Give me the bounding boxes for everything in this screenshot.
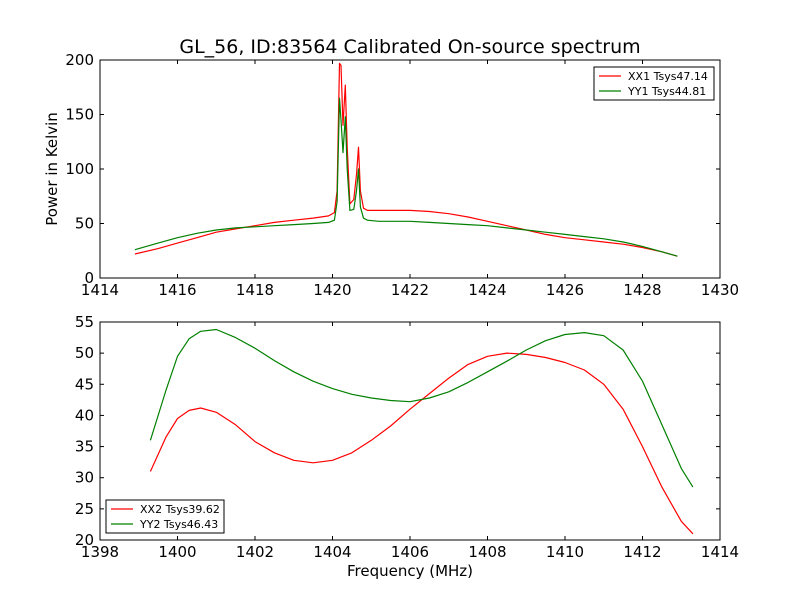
- legend-label: XX2 Tsys39.62: [140, 503, 220, 516]
- top-y-axis-label: Power in Kelvin: [43, 112, 61, 226]
- x-tick-label: 1428: [623, 281, 661, 299]
- y-tick-label: 150: [65, 106, 94, 124]
- x-tick-label: 1424: [468, 281, 506, 299]
- x-tick-label: 1410: [546, 543, 584, 561]
- x-tick-label: 1408: [468, 543, 506, 561]
- x-tick-label: 1422: [391, 281, 429, 299]
- x-tick-label: 1406: [391, 543, 429, 561]
- legend-box: [593, 66, 715, 101]
- x-tick-label: 1418: [236, 281, 274, 299]
- chart-title: GL_56, ID:83564 Calibrated On-source spe…: [179, 36, 640, 58]
- top-plot-panel: 1414 1416 1418 1420 1422 1424 1426 1428 1430 0 50 1…: [65, 51, 739, 299]
- legend: XX1 Tsys47.14 YY1 Tsys44.81: [593, 66, 715, 101]
- y-tick-label: 35: [75, 438, 94, 456]
- y-tick-label: 0: [84, 269, 94, 287]
- x-tick-label: 1414: [701, 543, 739, 561]
- x-tick-label: 1416: [158, 281, 196, 299]
- x-tick-label: 1414: [81, 281, 119, 299]
- y-tick-label: 50: [75, 344, 94, 362]
- series-line: [149, 352, 694, 535]
- x-tick-label: 1398: [81, 543, 119, 561]
- y-tick-label: 20: [75, 531, 94, 549]
- y-tick-label: 45: [75, 375, 94, 393]
- x-tick-label: 1412: [623, 543, 661, 561]
- bottom-x-axis-label: Frequency (MHz): [347, 562, 473, 580]
- x-tick-label: 1426: [546, 281, 584, 299]
- y-tick-label: 25: [75, 500, 94, 518]
- x-tick-label: 1420: [313, 281, 351, 299]
- series-line: [134, 97, 678, 257]
- series-line: [134, 62, 678, 257]
- y-tick-label: 200: [65, 51, 94, 69]
- y-tick-label: 100: [65, 160, 94, 178]
- x-tick-label: 1400: [158, 543, 196, 561]
- legend-box: [105, 499, 225, 534]
- y-tick-label: 30: [75, 469, 94, 487]
- x-tick-label: 1404: [313, 543, 351, 561]
- legend-label: YY1 Tsys44.81: [627, 85, 706, 98]
- legend-label: YY2 Tsys46.43: [139, 518, 218, 531]
- y-tick-label: 40: [75, 406, 94, 424]
- bottom-plot-panel: 1398 1400 1402 1404 1406 1408 1410 1412 1414 20 25…: [75, 313, 739, 561]
- y-tick-label: 50: [75, 215, 94, 233]
- x-tick-label: 1430: [701, 281, 739, 299]
- y-tick-label: 55: [75, 313, 94, 331]
- x-tick-label: 1402: [236, 543, 274, 561]
- legend: XX2 Tsys39.62 YY2 Tsys46.43: [105, 499, 225, 534]
- legend-label: XX1 Tsys47.14: [628, 70, 708, 83]
- series-line: [149, 328, 694, 488]
